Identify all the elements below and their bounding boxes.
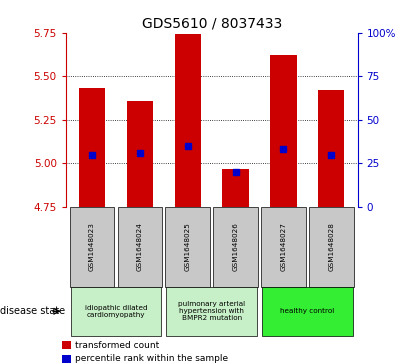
Text: pulmonary arterial
hypertension with
BMPR2 mutation: pulmonary arterial hypertension with BMP… bbox=[178, 301, 245, 321]
Text: GSM1648025: GSM1648025 bbox=[185, 223, 191, 271]
Title: GDS5610 / 8037433: GDS5610 / 8037433 bbox=[141, 16, 282, 30]
Text: GSM1648023: GSM1648023 bbox=[89, 223, 95, 271]
Bar bbox=[175, 34, 201, 207]
Text: disease state: disease state bbox=[0, 306, 65, 316]
Bar bbox=[222, 168, 249, 207]
Bar bbox=[127, 101, 153, 207]
Text: transformed count: transformed count bbox=[75, 341, 159, 350]
Text: GSM1648026: GSM1648026 bbox=[233, 223, 238, 271]
Text: idiopathic dilated
cardiomyopathy: idiopathic dilated cardiomyopathy bbox=[85, 305, 147, 318]
Text: GSM1648024: GSM1648024 bbox=[137, 223, 143, 271]
Text: healthy control: healthy control bbox=[280, 308, 335, 314]
Bar bbox=[318, 90, 344, 207]
Bar bbox=[79, 89, 105, 207]
Text: GSM1648028: GSM1648028 bbox=[328, 223, 334, 271]
Text: GSM1648027: GSM1648027 bbox=[280, 223, 286, 271]
Bar bbox=[270, 55, 297, 207]
Text: percentile rank within the sample: percentile rank within the sample bbox=[75, 354, 228, 363]
